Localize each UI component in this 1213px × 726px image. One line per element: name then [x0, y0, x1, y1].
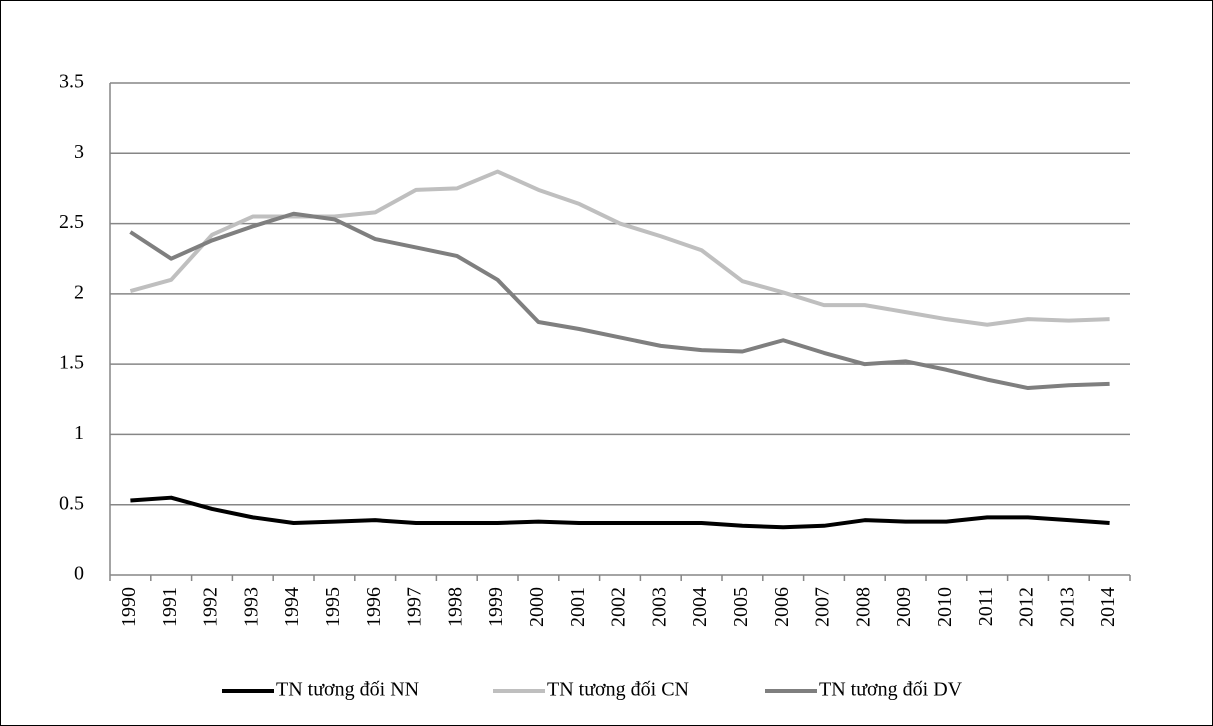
- x-tick-label: 2011: [975, 587, 997, 626]
- x-tick-label: 1995: [322, 587, 344, 627]
- x-tick-label: 1996: [363, 587, 385, 627]
- line-series: [129, 211, 1110, 391]
- x-tick-label: 1998: [444, 587, 466, 627]
- x-tick-label: 2009: [893, 587, 915, 627]
- x-tick-label: 2003: [648, 587, 670, 627]
- x-tick-label: 1997: [404, 587, 426, 627]
- y-tick-label: 1.5: [59, 352, 84, 374]
- x-tick-label: 2002: [608, 587, 630, 627]
- x-tick-label: 2010: [934, 587, 956, 627]
- line-series: [130, 495, 1110, 530]
- x-tick-label: 2012: [1016, 587, 1038, 627]
- x-tick-label: 1999: [485, 587, 507, 627]
- x-tick-label: 2000: [526, 587, 548, 627]
- x-tick-label: 2006: [771, 587, 793, 627]
- x-tick-label: 2001: [567, 587, 589, 627]
- x-tick-label: 1991: [159, 587, 181, 627]
- y-tick-label: 1: [74, 422, 84, 444]
- x-tick-label: 2004: [689, 587, 711, 627]
- x-tick-label: 1990: [118, 587, 140, 627]
- y-tick-label: 2: [74, 281, 84, 303]
- x-tick-label: 1992: [200, 587, 222, 627]
- x-tick-label: 2008: [852, 587, 874, 627]
- y-tick-label: 0: [74, 563, 84, 585]
- y-tick-label: 0.5: [59, 492, 84, 514]
- legend-label: TN tương đối DV: [819, 679, 963, 701]
- x-tick-label: 1994: [281, 587, 303, 627]
- x-tick-label: 2005: [730, 587, 752, 627]
- x-tick-label: 2014: [1097, 587, 1119, 627]
- x-tick-label: 2007: [812, 587, 834, 627]
- legend-label: TN tương đối NN: [276, 679, 419, 701]
- y-tick-label: 2.5: [59, 211, 84, 233]
- legend-label: TN tương đối CN: [547, 679, 689, 701]
- y-tick-label: 3.5: [59, 71, 84, 93]
- y-tick-label: 3: [74, 141, 84, 163]
- x-tick-label: 2013: [1056, 587, 1078, 627]
- line-series: [129, 169, 1110, 327]
- x-tick-label: 1993: [240, 587, 262, 627]
